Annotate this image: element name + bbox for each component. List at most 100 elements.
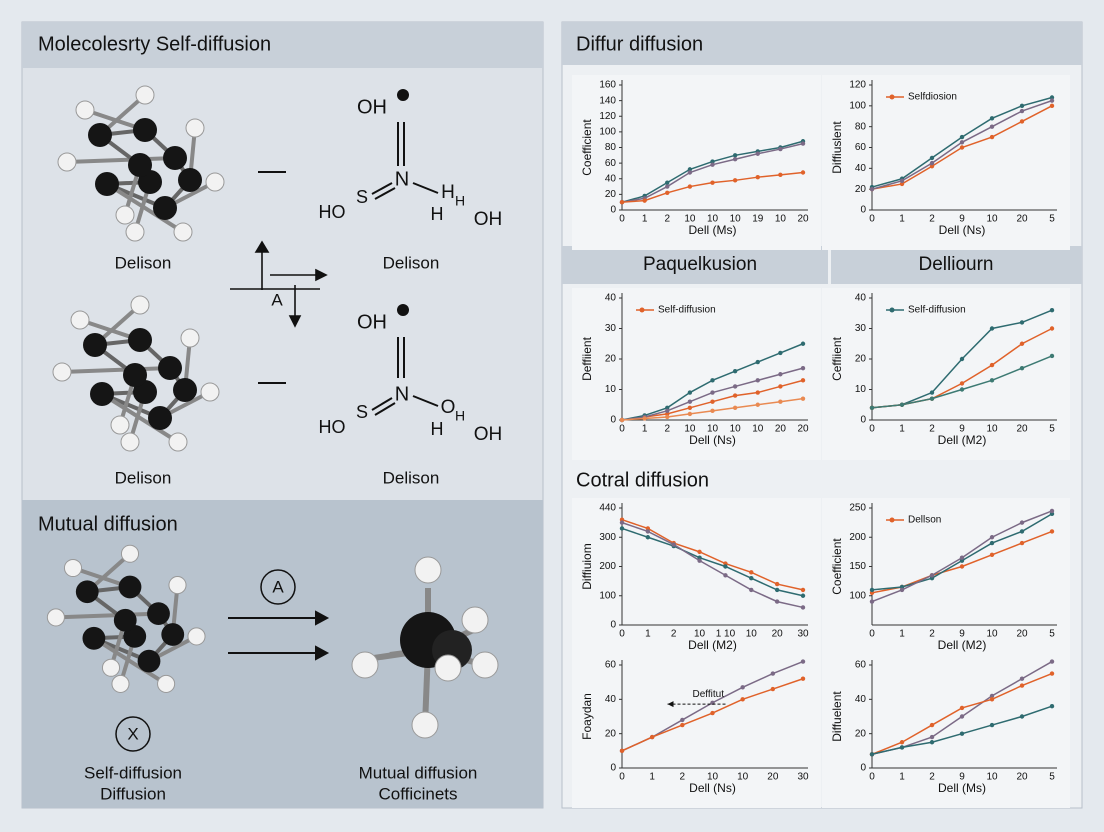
x-axis-label: Dell (M2) [688, 638, 737, 652]
point [710, 159, 715, 164]
h-atom [414, 556, 442, 584]
x-tick-label: 9 [959, 214, 965, 225]
c-atom [137, 649, 161, 673]
h-atom [63, 558, 83, 578]
point [989, 535, 995, 540]
point [732, 157, 738, 162]
x-tick-label: 5 [1049, 214, 1055, 225]
point [1049, 659, 1055, 664]
y-tick-label: 0 [860, 415, 866, 426]
point [989, 116, 995, 121]
chem-label: N [395, 168, 409, 190]
h-atom [135, 85, 155, 105]
x-tick-label: 10 [986, 214, 998, 225]
y-axis-label: Deffiient [580, 336, 594, 380]
c-atom [88, 123, 112, 147]
point [665, 411, 670, 417]
h-atom [200, 382, 220, 402]
h-atom [120, 432, 140, 452]
title: Molecolesrty Self-diffusion [38, 33, 271, 55]
point [1049, 103, 1055, 109]
legend-label: Selfdiosion [908, 92, 957, 103]
c-atom [123, 363, 147, 387]
h-atom [168, 432, 188, 452]
y-axis-label: Diffiuiom [580, 543, 594, 589]
point [645, 529, 651, 534]
point [899, 178, 905, 184]
h-atom [101, 658, 121, 677]
point [929, 722, 935, 728]
h-atom [173, 222, 193, 242]
x-tick-label: 1 [642, 214, 648, 225]
y-tick-label: 200 [849, 532, 866, 543]
point [645, 535, 651, 540]
y-tick-label: 100 [849, 590, 866, 601]
caption: Mutual diffusion [359, 763, 478, 782]
circle-label: A [272, 577, 284, 596]
c-atom [113, 608, 137, 632]
c-atom [95, 172, 119, 196]
x-tick-label: 1 [899, 772, 905, 783]
point [929, 740, 935, 745]
y-tick-label: 80 [855, 121, 867, 132]
x-tick-label: 10 [730, 214, 742, 225]
chem-label: OH [474, 424, 503, 445]
x-tick-label: 0 [869, 629, 875, 640]
point [1019, 103, 1025, 109]
y-axis-label: Coefficient [830, 538, 844, 595]
h-atom [185, 118, 205, 138]
x-tick-label: 9 [959, 629, 965, 640]
x-tick-label: 1 [899, 214, 905, 225]
point [929, 573, 935, 578]
h-atom [75, 100, 95, 120]
arrows [228, 610, 330, 661]
point [989, 326, 995, 331]
y-tick-label: 300 [599, 532, 616, 543]
point [755, 151, 760, 156]
point [732, 153, 738, 158]
chem-label: H [431, 204, 444, 224]
point [710, 390, 715, 395]
legend-marker [639, 307, 645, 313]
circle [260, 569, 296, 605]
c-atom [178, 168, 202, 192]
x-axis-label: Dell (Ns) [939, 223, 986, 237]
x-tick-label: 20 [772, 629, 784, 640]
point [800, 659, 806, 664]
chem-label: HO [319, 202, 346, 222]
c-atom [82, 626, 106, 650]
point [800, 605, 806, 610]
point [723, 564, 728, 569]
point [755, 359, 760, 365]
point [665, 408, 670, 414]
point [619, 520, 625, 525]
x-tick-label: 10 [986, 629, 998, 640]
point [959, 564, 965, 569]
x-tick-label: 2 [664, 214, 670, 225]
y-tick-label: 40 [855, 163, 867, 174]
y-tick-label: 100 [599, 127, 616, 138]
point [710, 408, 715, 414]
caption: Cofficinets [378, 784, 457, 803]
h-atom [130, 295, 150, 315]
point [869, 599, 875, 604]
point [869, 752, 875, 757]
caption: Self-diffusion [84, 763, 182, 782]
point [774, 581, 780, 587]
chem-label: H [455, 408, 465, 424]
c-atom [161, 623, 185, 646]
x-tick-label: 10 [707, 214, 719, 225]
point [800, 587, 806, 593]
chem-label: OH [357, 311, 387, 333]
y-tick-label: 440 [599, 503, 616, 514]
chem-label: H [455, 193, 465, 209]
y-axis-label: Diffuelent [830, 691, 844, 742]
point [778, 372, 783, 377]
y-tick-label: 200 [599, 561, 616, 572]
x-tick-label: 30 [797, 629, 809, 640]
point [774, 599, 780, 604]
legend-label: Self-diffusion [908, 305, 966, 316]
subheader: Delliourn [919, 254, 994, 275]
point [929, 734, 935, 740]
